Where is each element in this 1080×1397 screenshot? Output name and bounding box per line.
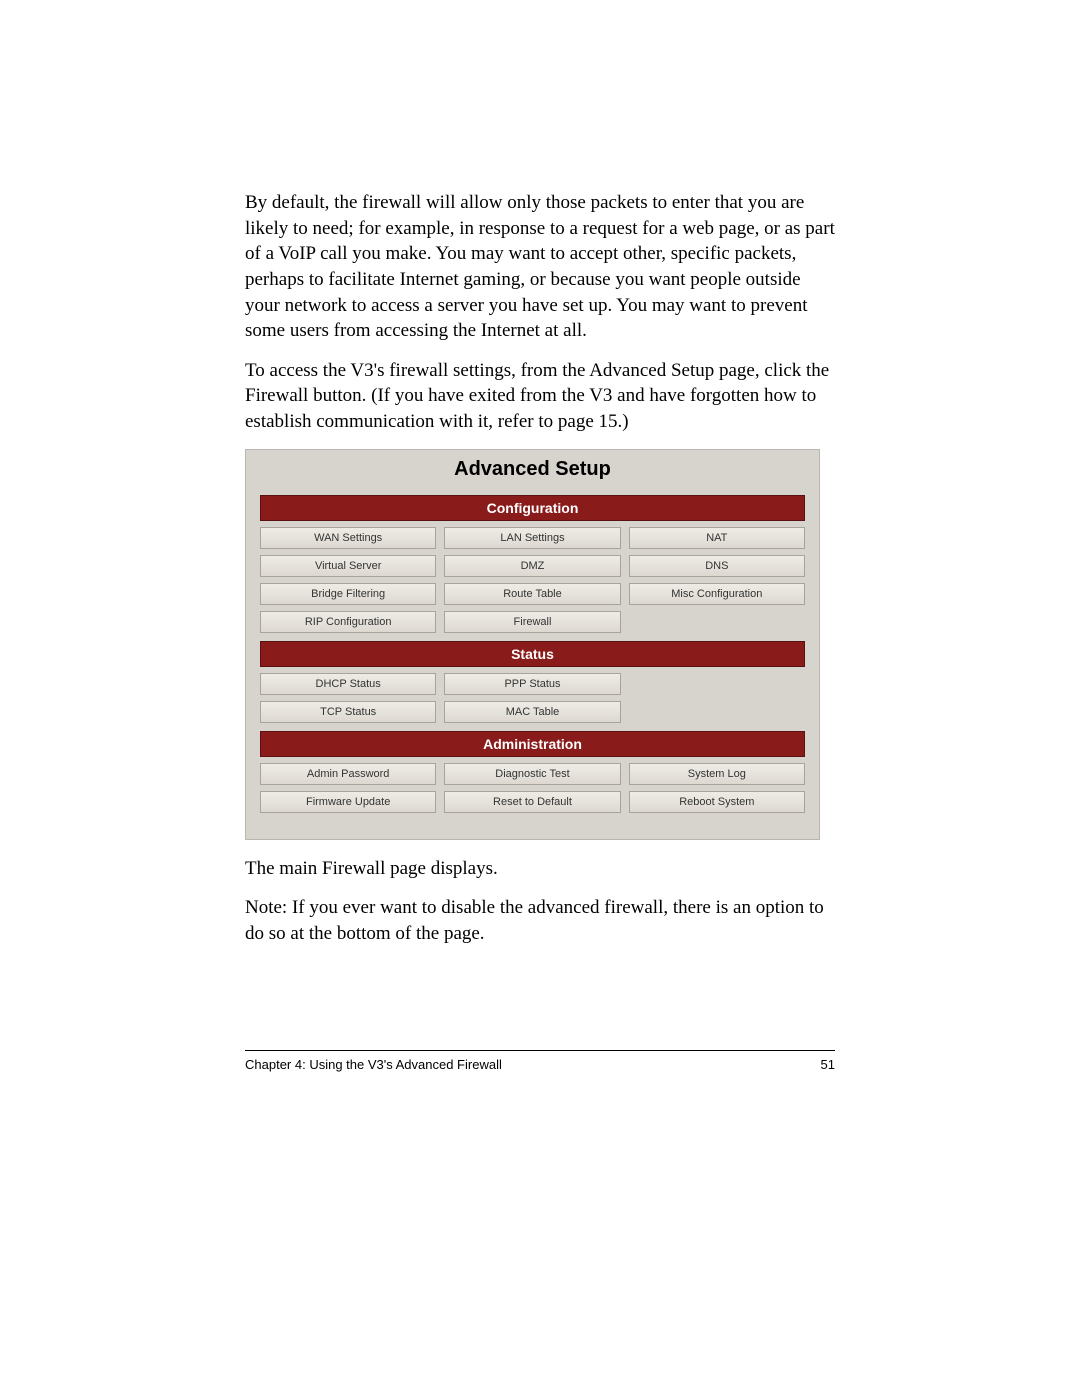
firmware-update-button[interactable]: Firmware Update [260, 791, 436, 813]
firewall-button[interactable]: Firewall [444, 611, 620, 633]
panel-title: Advanced Setup [246, 450, 819, 495]
footer-chapter: Chapter 4: Using the V3's Advanced Firew… [245, 1057, 502, 1072]
misc-configuration-button[interactable]: Misc Configuration [629, 583, 805, 605]
dmz-button[interactable]: DMZ [444, 555, 620, 577]
rip-configuration-button[interactable]: RIP Configuration [260, 611, 436, 633]
section-administration: Administration Admin Password Diagnostic… [246, 731, 819, 813]
note-label: Note: [245, 897, 287, 918]
note-text: If you ever want to disable the advanced… [245, 897, 824, 944]
dhcp-status-button[interactable]: DHCP Status [260, 673, 436, 695]
admin-password-button[interactable]: Admin Password [260, 763, 436, 785]
nat-button[interactable]: NAT [629, 527, 805, 549]
lan-settings-button[interactable]: LAN Settings [444, 527, 620, 549]
ppp-status-button[interactable]: PPP Status [444, 673, 620, 695]
system-log-button[interactable]: System Log [629, 763, 805, 785]
reset-to-default-button[interactable]: Reset to Default [444, 791, 620, 813]
administration-buttons: Admin Password Diagnostic Test System Lo… [260, 763, 805, 813]
main-content: By default, the firewall will allow only… [245, 190, 835, 961]
configuration-buttons: WAN Settings LAN Settings NAT Virtual Se… [260, 527, 805, 633]
diagnostic-test-button[interactable]: Diagnostic Test [444, 763, 620, 785]
route-table-button[interactable]: Route Table [444, 583, 620, 605]
section-status: Status DHCP Status PPP Status TCP Status… [246, 641, 819, 723]
section-header-configuration: Configuration [260, 495, 805, 521]
virtual-server-button[interactable]: Virtual Server [260, 555, 436, 577]
status-buttons: DHCP Status PPP Status TCP Status MAC Ta… [260, 673, 805, 723]
tcp-status-button[interactable]: TCP Status [260, 701, 436, 723]
dns-button[interactable]: DNS [629, 555, 805, 577]
paragraph-2: To access the V3's firewall settings, fr… [245, 358, 835, 435]
page-footer: Chapter 4: Using the V3's Advanced Firew… [245, 1050, 835, 1072]
note-paragraph: Note: If you ever want to disable the ad… [245, 895, 835, 946]
section-header-status: Status [260, 641, 805, 667]
mac-table-button[interactable]: MAC Table [444, 701, 620, 723]
section-configuration: Configuration WAN Settings LAN Settings … [246, 495, 819, 633]
footer-page-number: 51 [821, 1057, 835, 1072]
bridge-filtering-button[interactable]: Bridge Filtering [260, 583, 436, 605]
advanced-setup-panel: Advanced Setup Configuration WAN Setting… [245, 449, 820, 840]
paragraph-1: By default, the firewall will allow only… [245, 190, 835, 344]
reboot-system-button[interactable]: Reboot System [629, 791, 805, 813]
paragraph-3: The main Firewall page displays. [245, 856, 835, 882]
wan-settings-button[interactable]: WAN Settings [260, 527, 436, 549]
section-header-administration: Administration [260, 731, 805, 757]
